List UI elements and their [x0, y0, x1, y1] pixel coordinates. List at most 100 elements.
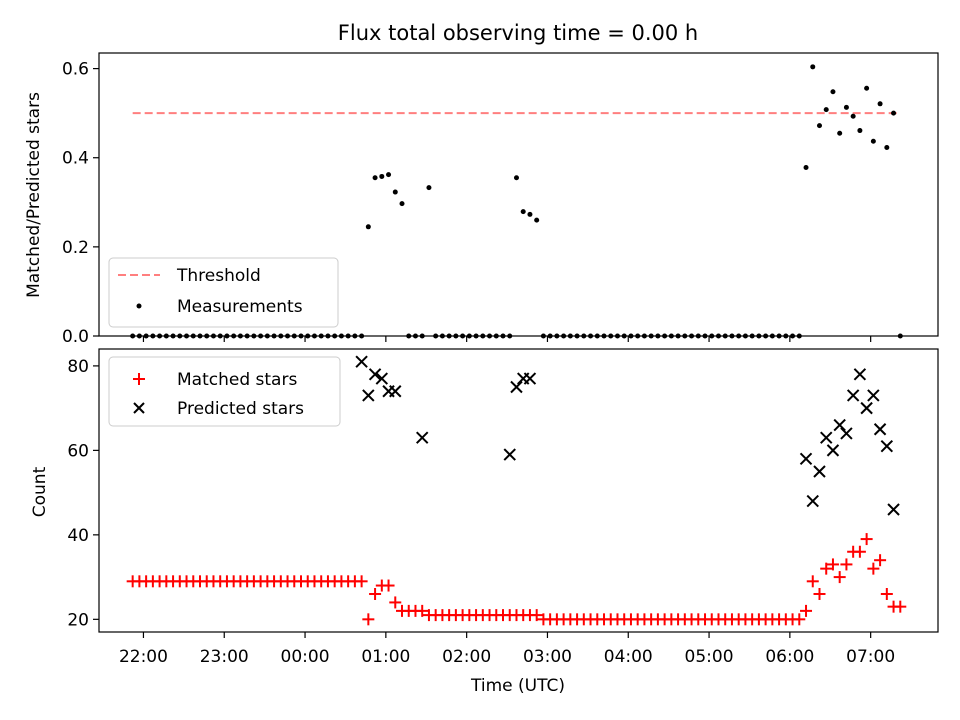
- matched-star-marker: [840, 558, 853, 571]
- bottom-x-tick-label: 02:00: [442, 647, 491, 667]
- top-legend: Threshold Measurements: [108, 257, 339, 328]
- predicted-star-marker: [867, 389, 880, 402]
- matched-star-marker: [853, 545, 866, 558]
- measurement-point: [534, 217, 540, 223]
- predicted-star-marker: [860, 401, 873, 415]
- predicted-star-marker: [355, 355, 368, 368]
- top-y-tick-label: 0.0: [62, 327, 89, 347]
- measurement-point: [365, 224, 371, 230]
- measurement-point: [857, 128, 863, 134]
- predicted-star-marker: [853, 368, 867, 381]
- measurement-point: [877, 101, 883, 107]
- bottom-x-tick-label: 00:00: [281, 647, 330, 667]
- measurement-point: [520, 209, 526, 215]
- measurement-point: [392, 189, 398, 195]
- predicted-star-marker: [503, 448, 516, 461]
- matched-star-marker: [880, 587, 893, 600]
- bottom-x-tick-label: 22:00: [119, 647, 168, 667]
- bottom-x-tick-label: 07:00: [846, 647, 895, 667]
- measurement-point: [864, 85, 870, 91]
- matched-star-marker: [820, 562, 833, 575]
- measurement-point: [426, 185, 432, 191]
- matched-star-marker: [806, 575, 819, 588]
- bottom-panel: 20 40 60 80 Count Time (UTC) 22:00 23:00 00:0…: [30, 348, 939, 696]
- matched-star-marker: [894, 600, 907, 613]
- matched-star-marker: [867, 562, 880, 575]
- bottom-y-tick-label: 80: [67, 357, 89, 377]
- top-x-ticks: [142, 336, 872, 342]
- matched-star-marker: [369, 587, 382, 600]
- predicted-star-marker: [799, 452, 813, 466]
- bottom-x-tick-label: 23:00: [200, 647, 249, 667]
- matched-star-marker: [389, 596, 402, 609]
- matched-star-marker: [355, 575, 368, 588]
- matched-star-marker: [874, 554, 887, 567]
- measurement-point: [823, 107, 829, 113]
- bottom-x-tick-label: 04:00: [604, 647, 653, 667]
- bottom-y-label: Count: [30, 466, 50, 517]
- predicted-star-marker: [523, 372, 537, 385]
- predicted-star-marker: [510, 380, 523, 394]
- predicted-star-marker: [880, 439, 894, 453]
- measurement-point: [386, 172, 392, 178]
- matched-star-marker: [416, 604, 429, 617]
- bottom-y-tick-label: 40: [67, 526, 89, 546]
- measurement-point: [816, 123, 822, 129]
- predicted-star-marker: [846, 389, 860, 402]
- bottom-y-ticks: 20 40 60 80: [67, 357, 99, 630]
- matched-star-marker: [813, 587, 826, 600]
- predicted-star-marker: [368, 368, 382, 381]
- matched-star-marker: [826, 558, 839, 571]
- predicted-star-marker: [416, 431, 429, 444]
- measurement-point: [803, 165, 809, 171]
- chart-title: Flux total observing time = 0.00 h: [338, 21, 698, 45]
- measurement-point: [379, 173, 385, 179]
- measurement-point: [830, 89, 836, 95]
- legend-measurements-label: Measurements: [177, 297, 303, 317]
- bottom-y-tick-label: 60: [67, 441, 89, 461]
- bottom-x-tick-label: 03:00: [523, 647, 572, 667]
- predicted-star-marker: [887, 503, 900, 516]
- matched-star-marker: [382, 579, 395, 592]
- predicted-star-marker: [840, 427, 853, 440]
- predicted-star-marker: [820, 431, 833, 444]
- matched-star-marker: [793, 613, 806, 626]
- legend-matched-label: Matched stars: [177, 370, 297, 390]
- predicted-star-marker: [813, 465, 826, 478]
- predicted-star-marker: [389, 385, 402, 398]
- matched-stars-points: [126, 533, 907, 626]
- predicted-star-marker: [833, 418, 846, 432]
- measurement-point: [837, 130, 843, 136]
- bottom-legend-box: [108, 356, 341, 427]
- top-y-tick-label: 0.6: [62, 60, 89, 80]
- bottom-x-tick-label: 01:00: [361, 647, 410, 667]
- matched-star-marker: [860, 533, 873, 546]
- bottom-axes-frame: [98, 348, 939, 633]
- measurement-point: [884, 144, 890, 150]
- bottom-y-tick-label: 20: [67, 610, 89, 630]
- matched-star-marker: [833, 571, 846, 584]
- legend-threshold-label: Threshold: [176, 266, 261, 286]
- measurement-point: [527, 211, 533, 217]
- top-legend-box: [108, 257, 339, 328]
- predicted-star-marker: [362, 389, 375, 402]
- predicted-star-marker: [806, 494, 819, 508]
- measurement-point: [372, 175, 378, 181]
- top-y-ticks: 0.0 0.2 0.4 0.6: [62, 60, 99, 347]
- legend-predicted-swatch: [133, 402, 145, 414]
- top-y-tick-label: 0.4: [62, 149, 89, 169]
- matched-star-marker: [800, 604, 813, 617]
- matched-star-marker: [362, 613, 375, 626]
- measurement-point: [850, 113, 856, 119]
- bottom-legend: Matched stars Predicted stars: [108, 356, 341, 427]
- bottom-x-tick-label: 05:00: [685, 647, 734, 667]
- predicted-star-marker: [873, 423, 887, 436]
- measurement-point: [513, 175, 519, 181]
- bottom-x-label: Time (UTC): [470, 676, 565, 696]
- measurement-point: [891, 110, 897, 116]
- top-panel: 0.0 0.2 0.4 0.6 Matched/Predicted stars Thr…: [24, 52, 939, 347]
- top-y-label: Matched/Predicted stars: [24, 92, 44, 298]
- measurement-point: [810, 64, 816, 70]
- top-y-tick-label: 0.2: [62, 238, 89, 258]
